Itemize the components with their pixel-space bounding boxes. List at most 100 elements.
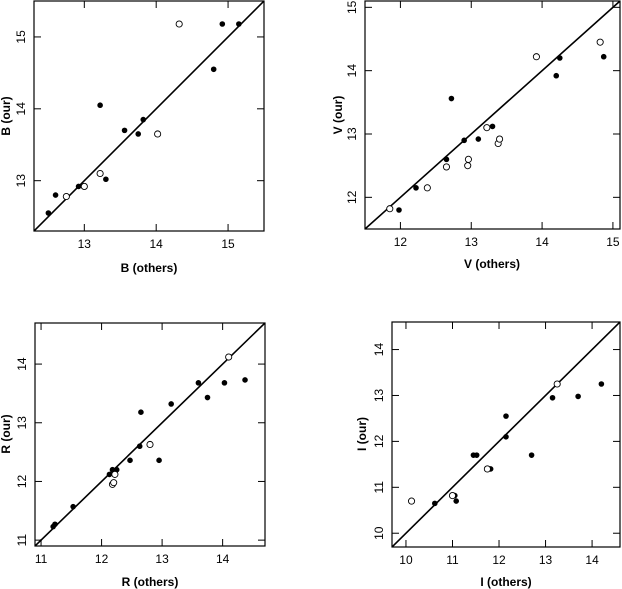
y-axis-label-r: R (our) xyxy=(0,414,13,453)
plot-frame-r xyxy=(34,322,266,547)
panel-r: 11 12 13 14 11 12 13 14 R (others) R (our) xyxy=(0,322,266,589)
x-tick-label-v: 14 xyxy=(535,235,549,249)
filled-point xyxy=(242,377,248,383)
x-axis-label-b: B (others) xyxy=(121,261,178,275)
y-tick-label-v: 13 xyxy=(345,127,359,141)
filled-point xyxy=(443,156,450,163)
filled-point xyxy=(549,394,556,401)
ticks-b xyxy=(34,1,264,231)
filled-point xyxy=(121,127,128,134)
filled-point xyxy=(195,380,202,386)
x-axis-label-i: I (others) xyxy=(480,575,531,589)
filled-point xyxy=(503,413,509,419)
y-tick-label-v: 15 xyxy=(345,0,359,14)
filled-point xyxy=(600,53,607,60)
x-tick-label-i: 12 xyxy=(492,553,506,567)
x-tick-label-r: 12 xyxy=(95,552,109,566)
y-tick-label-v: 12 xyxy=(345,190,359,204)
filled-point xyxy=(432,500,438,507)
x-tick-label-i: 13 xyxy=(539,553,553,567)
x-tick-label-b: 13 xyxy=(78,237,92,251)
open-point xyxy=(532,53,540,61)
x-tick-label-v: 12 xyxy=(394,235,408,249)
filled-point xyxy=(503,433,509,440)
filled-point xyxy=(556,55,563,61)
filled-point xyxy=(97,102,103,109)
panel-i: 10 11 12 13 14 10 11 12 13 14 I (others) I (our) xyxy=(355,321,621,589)
filled-point xyxy=(106,471,113,478)
filled-point xyxy=(45,210,52,216)
open-point xyxy=(483,465,491,473)
open-point xyxy=(423,184,431,192)
x-axis-label-v: V (others) xyxy=(464,257,520,271)
filled-point xyxy=(135,131,142,137)
filled-point xyxy=(127,457,133,464)
y-tick-label-r: 13 xyxy=(15,416,29,430)
open-point xyxy=(442,163,451,171)
x-tick-label-b: 15 xyxy=(221,237,235,251)
filled-point xyxy=(528,452,535,458)
y-axis-label-b: B (our) xyxy=(0,96,13,135)
filled-point xyxy=(204,394,211,401)
filled-point xyxy=(52,192,59,198)
filled-point xyxy=(52,521,58,528)
y-tick-label-r: 14 xyxy=(15,357,29,371)
open-point xyxy=(464,162,472,170)
filled-point xyxy=(598,381,605,387)
tick-labels-v: 12 13 14 15 12 13 14 15 xyxy=(345,0,620,249)
tick-labels-r: 11 12 13 14 11 12 13 14 xyxy=(15,357,230,566)
y-tick-label-i: 14 xyxy=(372,343,386,357)
filled-point xyxy=(156,457,162,464)
open-point xyxy=(110,479,118,487)
points-i xyxy=(407,380,605,507)
filled-point xyxy=(138,409,144,416)
open-point xyxy=(553,380,561,388)
open-point xyxy=(62,192,70,201)
open-point xyxy=(96,169,104,178)
filled-point xyxy=(103,176,109,183)
open-point xyxy=(225,353,233,361)
y-tick-label-b: 13 xyxy=(14,174,28,188)
x-axis-label-r: R (others) xyxy=(122,575,179,589)
points-r xyxy=(50,353,248,530)
y-tick-label-i: 10 xyxy=(372,526,386,540)
filled-point xyxy=(236,21,242,27)
filled-point xyxy=(168,401,174,407)
identity-line xyxy=(34,1,264,231)
y-tick-label-b: 14 xyxy=(14,102,28,116)
points-v xyxy=(386,38,607,213)
x-tick-label-r: 13 xyxy=(155,552,169,566)
identity-line-v xyxy=(365,1,620,229)
filled-point xyxy=(475,136,482,142)
identity-line-b xyxy=(34,1,264,231)
x-tick-label-v: 13 xyxy=(465,235,479,249)
filled-point xyxy=(489,123,496,130)
panel-b: 13 14 15 13 14 15 B (others) B (our) xyxy=(0,0,265,275)
filled-point xyxy=(453,498,460,504)
x-tick-label-r: 11 xyxy=(35,552,48,566)
y-tick-label-r: 11 xyxy=(15,534,29,547)
open-point xyxy=(448,492,457,500)
filled-point xyxy=(575,393,581,400)
x-tick-label-i: 10 xyxy=(399,553,413,567)
filled-point xyxy=(396,207,402,213)
filled-point xyxy=(70,503,76,510)
plot-frame-b xyxy=(33,0,265,232)
filled-point xyxy=(210,66,217,73)
y-tick-label-b: 15 xyxy=(14,30,28,44)
open-point xyxy=(111,470,119,478)
open-point xyxy=(483,124,491,132)
x-tick-label-i: 14 xyxy=(585,553,599,567)
plot-frame-i xyxy=(391,321,621,548)
filled-point xyxy=(553,72,560,79)
filled-point xyxy=(219,21,226,27)
identity-line xyxy=(365,1,620,229)
panel-v: 12 13 14 15 12 13 14 15 V (others) V (our) xyxy=(331,0,621,271)
filled-point xyxy=(473,452,480,458)
tick-labels-b: 13 14 15 13 14 15 xyxy=(14,30,235,251)
y-axis-label-v: V (our) xyxy=(331,96,345,135)
filled-point xyxy=(140,116,147,123)
y-tick-label-i: 13 xyxy=(372,388,386,402)
filled-point xyxy=(221,380,228,386)
